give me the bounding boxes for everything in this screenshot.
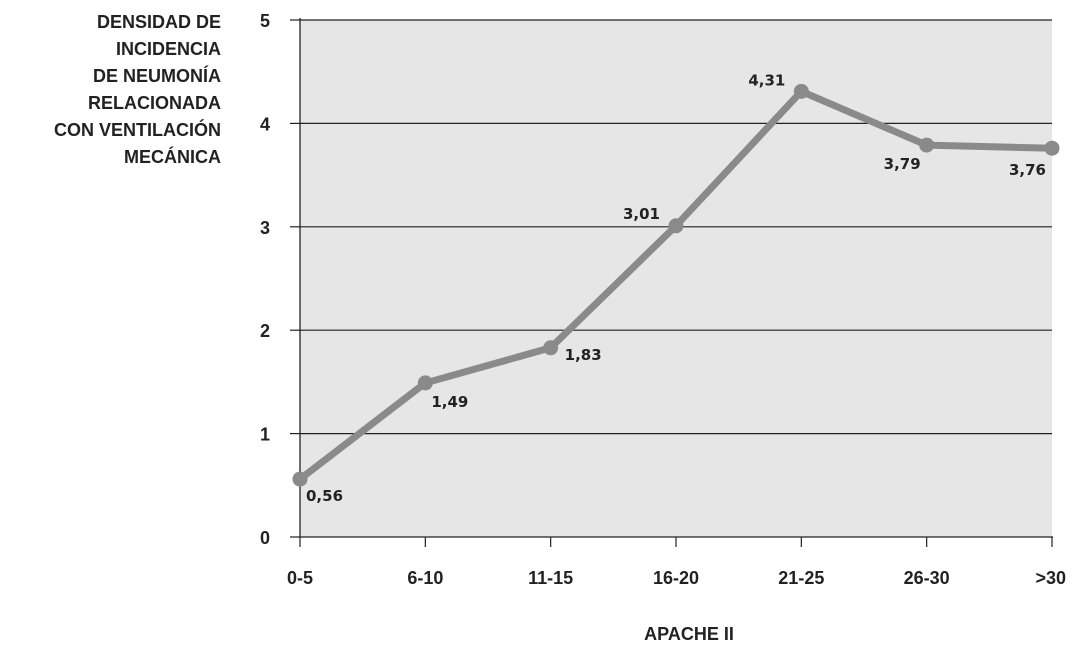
data-point [668,218,684,234]
x-tick-label: >30 [1035,568,1066,588]
y-tick-label: 5 [260,11,270,31]
data-point [919,137,935,153]
y-axis-title-line: DE NEUMONÍA [92,66,221,86]
data-point [417,375,433,391]
y-tick-label: 0 [260,528,270,548]
data-points [292,83,1060,487]
x-tick-label: 26-30 [904,568,950,588]
x-tick-label: 11-15 [528,568,573,588]
data-point [543,340,559,356]
x-tick-label: 0-5 [287,568,313,588]
data-label: 1,49 [431,393,468,411]
data-label: 3,79 [884,155,921,173]
data-label: 3,76 [1009,161,1046,179]
x-tick-label: 16-20 [653,568,699,588]
y-axis-title-line: CON VENTILACIÓN [53,120,221,140]
data-labels: 0,56 1,49 1,83 3,01 4,31 3,79 3,76 [306,71,1046,505]
y-tick-label: 3 [260,218,270,238]
data-label: 3,01 [623,205,660,223]
y-axis-ticks: 0 1 2 3 4 5 [260,11,300,548]
data-point [793,83,809,99]
x-tick-label: 21-25 [778,568,824,588]
y-axis-title-line: RELACIONADA [88,93,221,113]
data-label: 1,83 [565,346,602,364]
data-point [292,471,308,487]
y-axis-title-line: DENSIDAD DE [96,12,221,32]
data-point [1044,140,1060,156]
x-tick-label: 6-10 [407,568,443,588]
y-tick-label: 1 [260,425,270,445]
data-label: 0,56 [306,487,343,505]
x-axis-ticks: 0-5 6-10 11-15 16-20 21-25 26-30 >30 [287,537,1066,588]
y-axis-title-line: MECÁNICA [124,147,221,167]
data-label: 4,31 [748,71,785,89]
y-tick-label: 4 [260,114,270,134]
y-axis-title-line: INCIDENCIA [115,39,221,59]
y-tick-label: 2 [260,321,270,341]
plot-area [300,20,1052,537]
x-axis-title: APACHE II [644,624,734,644]
